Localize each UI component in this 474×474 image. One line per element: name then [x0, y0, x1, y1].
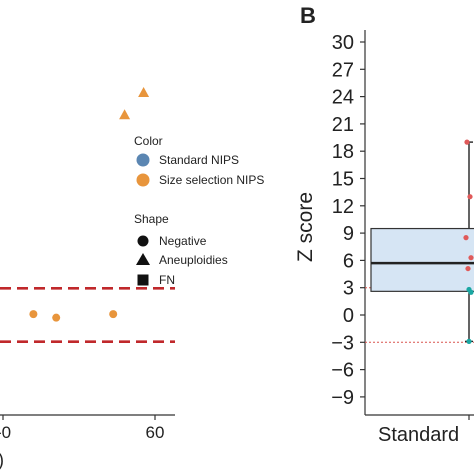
- legend-aneuploidies-swatch: [136, 253, 150, 265]
- panel-b-point: [468, 289, 474, 295]
- legend-fn-label: FN: [159, 273, 175, 287]
- legend-negative-label: Negative: [159, 234, 207, 248]
- panel-b-y-tick-label: −9: [331, 387, 354, 409]
- panel-a-point-circle: [109, 310, 118, 319]
- legend-standard-nips-label: Standard NIPS: [159, 153, 239, 167]
- panel-b-point: [465, 265, 471, 272]
- panel-b-points: [463, 139, 474, 344]
- legend-negative-swatch: [137, 235, 149, 247]
- panel-b-y-tick-label: −3: [331, 332, 354, 354]
- panel-b-box: [370, 227, 474, 292]
- panel-b-point: [468, 255, 474, 261]
- panel-b-thresholds: [365, 287, 474, 343]
- panel-b-y-tick-label: 27: [332, 59, 354, 81]
- legend-fn-swatch: [137, 274, 149, 286]
- panel-b-y-tick-label: 24: [332, 87, 354, 109]
- legend-standard-nips-swatch: [136, 153, 150, 167]
- panel-b-y-tick-label: 3: [343, 278, 354, 300]
- panel-a-x-tick-label: 60: [146, 423, 165, 442]
- panel-b: B Z score Standard 302724211815129630−3−…: [294, 3, 474, 446]
- panel-a-x-label-fragment: ): [0, 450, 4, 470]
- panel-a-point-circle: [52, 313, 61, 322]
- panel-b-y-tick-label: 18: [332, 141, 354, 163]
- legend-aneuploidies-label: Aneuploidies: [159, 253, 228, 267]
- legend-shape-title: Shape: [134, 212, 169, 226]
- panel-b-point: [467, 194, 473, 200]
- panel-b-y-tick-label: 9: [343, 223, 354, 245]
- panel-a-point-circle: [29, 310, 38, 319]
- legend-size-selection-label: Size selection NIPS: [159, 173, 264, 187]
- panel-a-points: [29, 87, 150, 322]
- legend-color-title: Color: [134, 134, 163, 148]
- panel-b-point: [464, 139, 470, 145]
- panel-a: 60 -0 ) Color Standard NIPS Size selecti…: [0, 87, 264, 470]
- panel-b-y-tick-label: −6: [331, 360, 354, 382]
- legend: Color Standard NIPS Size selection NIPS …: [134, 134, 264, 287]
- panel-b-x-tick-label: Standard: [378, 424, 459, 446]
- panel-b-label: B: [300, 3, 316, 28]
- panel-b-y-tick-label: 0: [343, 305, 354, 327]
- panel-a-x-tick-fragment: -0: [0, 423, 11, 442]
- panel-a-point-triangle: [138, 87, 150, 97]
- panel-b-y-tick-label: 6: [343, 250, 354, 272]
- panel-a-point-triangle: [119, 109, 131, 120]
- panel-a-thresholds: [0, 286, 175, 344]
- panel-b-y-tick-label: 30: [332, 32, 354, 54]
- panel-b-boxplot: [370, 141, 474, 343]
- panel-b-point: [466, 338, 472, 344]
- panel-b-y-tick-label: 15: [332, 169, 354, 191]
- panel-b-y-tick-label: 21: [332, 114, 354, 136]
- panel-b-y-label: Z score: [294, 192, 317, 262]
- panel-b-point: [463, 235, 469, 241]
- legend-size-selection-swatch: [136, 173, 150, 187]
- panel-b-y-tick-label: 12: [332, 196, 354, 218]
